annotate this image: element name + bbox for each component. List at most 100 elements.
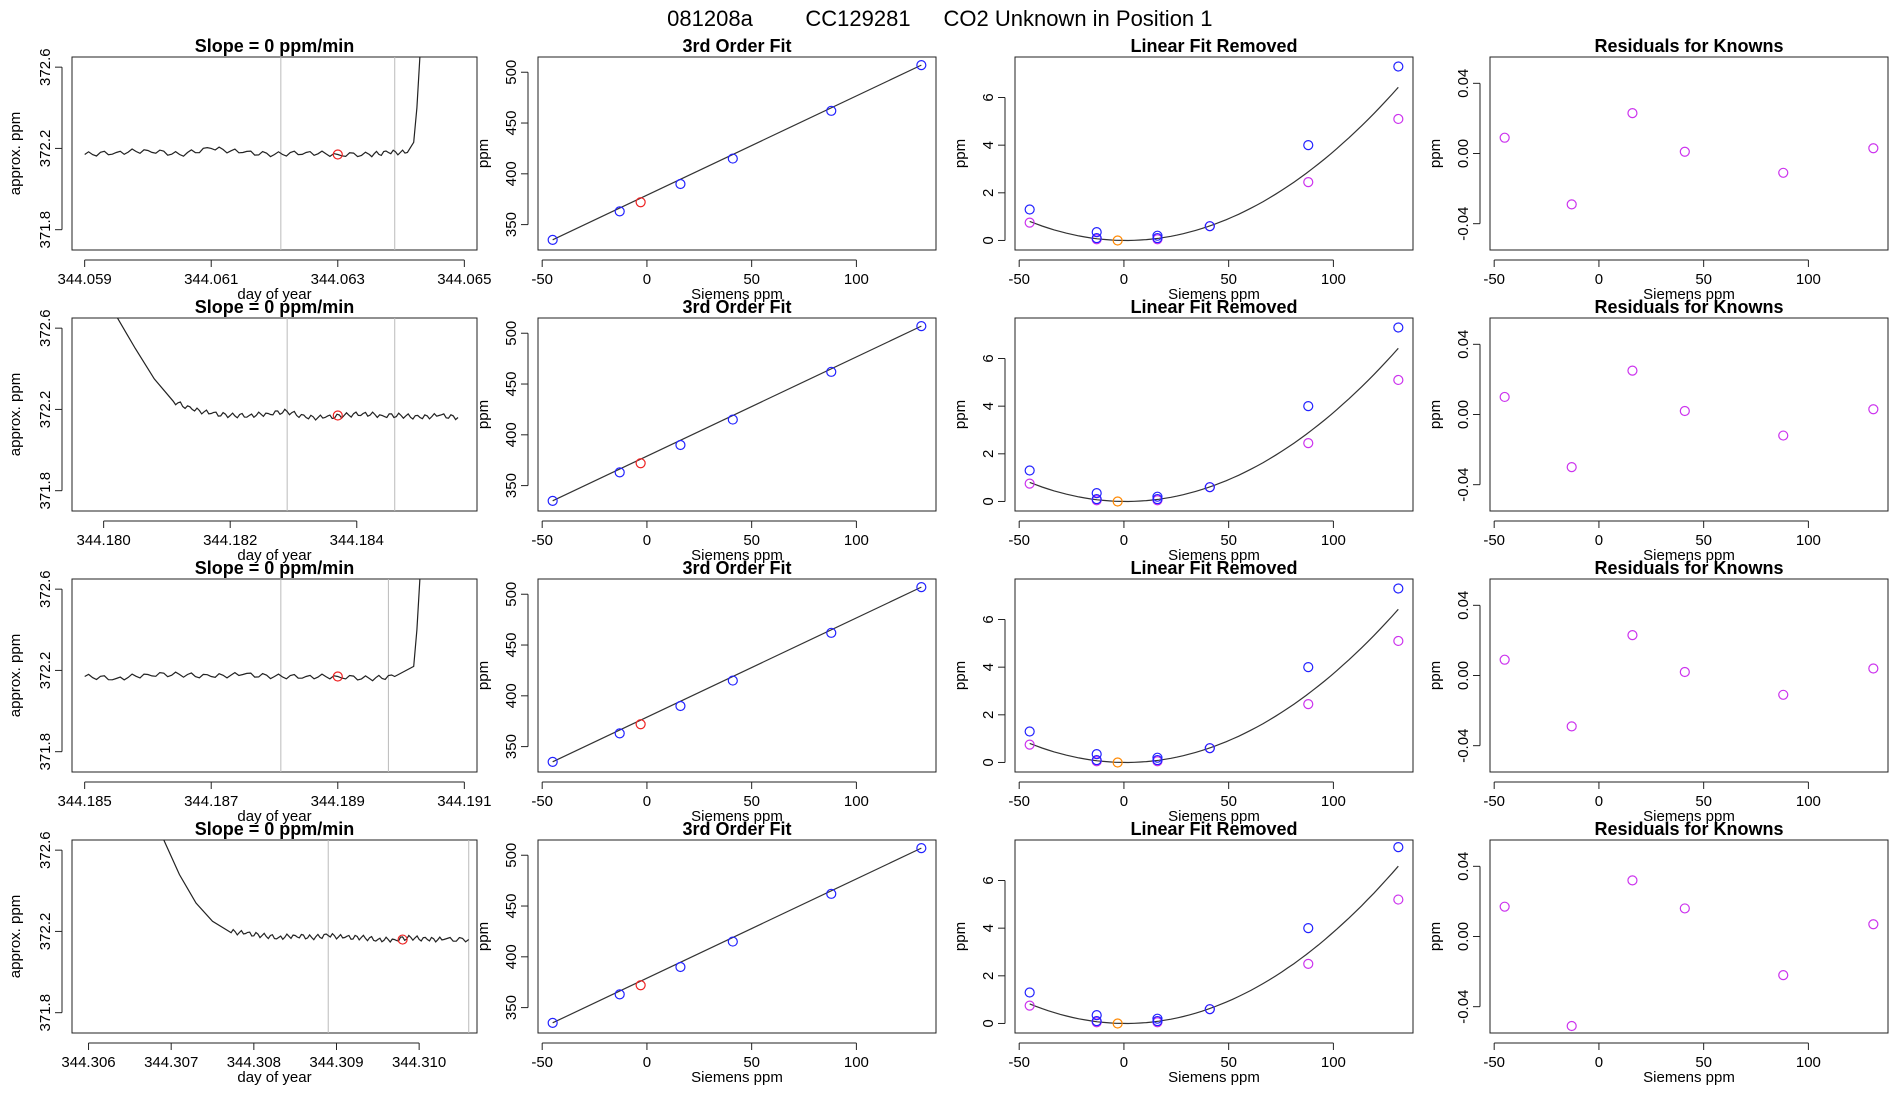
x-tick-label: 50 — [743, 1054, 760, 1071]
known-point — [1303, 923, 1314, 934]
y-tick-label: 372.2 — [37, 391, 54, 429]
y-tick-label: 450 — [503, 111, 520, 136]
fit-curve — [1029, 86, 1399, 242]
known-point — [547, 495, 558, 506]
residual-point — [1627, 108, 1638, 119]
x-tick-label: 50 — [1695, 1054, 1712, 1071]
y-tick-label: 0 — [980, 758, 997, 766]
x-tick-label: 344.307 — [144, 1054, 198, 1071]
y-tick-label: 0 — [980, 497, 997, 505]
known-point — [675, 439, 686, 451]
y-tick-label: 2 — [980, 189, 997, 197]
y-tick-label: 371.8 — [37, 472, 54, 510]
panel-title: 3rd Order Fit — [682, 36, 791, 56]
known-point — [1393, 583, 1404, 594]
known-point — [1204, 221, 1215, 232]
y-tick-label: 0.04 — [1455, 330, 1472, 359]
residual-point — [1499, 654, 1510, 665]
y-tick-label: 371.8 — [37, 733, 54, 771]
y-tick-label: 500 — [503, 321, 520, 346]
y-tick-label: 372.2 — [37, 652, 54, 690]
x-tick-label: -50 — [1483, 1054, 1505, 1071]
x-tick-label: 344.185 — [58, 793, 112, 810]
x-tick-label: 50 — [1220, 271, 1237, 288]
panel-2-2: 3rd Order Fit -50 0 50 100 Siemens ppm 350 400 4… — [475, 297, 937, 564]
known-point — [675, 178, 686, 190]
known-point — [1393, 322, 1404, 333]
plot-frame — [1489, 839, 1889, 1034]
residual-point — [1393, 894, 1404, 905]
residual-point — [1566, 462, 1577, 473]
y-tick-label: 6 — [980, 615, 997, 623]
y-tick-label: 4 — [980, 924, 997, 932]
y-tick-label: 6 — [980, 354, 997, 362]
known-point — [1393, 842, 1404, 853]
trace-line — [163, 840, 470, 943]
x-tick-label: 0 — [643, 532, 651, 549]
panel-2-3: Linear Fit Removed -50 0 50 100 Siemens ppm 0 2… — [952, 297, 1414, 564]
known-point — [614, 989, 625, 1000]
plot-marks — [1499, 875, 1879, 1032]
unknown-point — [1112, 235, 1123, 246]
fit-curve — [1029, 608, 1399, 764]
known-point — [1091, 488, 1102, 499]
known-point — [1024, 987, 1035, 998]
y-tick-label: 450 — [503, 894, 520, 919]
panel-3-3: Linear Fit Removed -50 0 50 100 Siemens ppm 0 2… — [952, 558, 1414, 825]
y-tick-label: 350 — [503, 995, 520, 1020]
panel-title: Linear Fit Removed — [1130, 297, 1297, 317]
panel-title: Residuals for Knowns — [1594, 36, 1783, 56]
plot-marks — [1499, 630, 1879, 732]
x-tick-label: 0 — [1120, 532, 1128, 549]
y-axis-label: ppm — [475, 139, 492, 168]
residual-point — [1627, 875, 1638, 886]
known-point — [1152, 232, 1163, 244]
x-tick-label: 344.189 — [311, 793, 365, 810]
x-tick-label: 50 — [1220, 793, 1237, 810]
panel-2-4: Residuals for Knowns -50 0 50 100 Siemens ppm… — [1427, 297, 1889, 564]
residual-point — [1679, 146, 1690, 157]
plot-frame — [1014, 56, 1414, 251]
x-axis-label: Siemens ppm — [1643, 808, 1735, 825]
residual-point — [1499, 391, 1510, 403]
x-tick-label: 344.182 — [203, 532, 257, 549]
y-tick-label: 371.8 — [37, 994, 54, 1032]
residual-point — [1303, 958, 1314, 970]
y-tick-label: 0.00 — [1455, 400, 1472, 429]
panel-4-4: Residuals for Knowns -50 0 50 100 Siemens ppm… — [1427, 819, 1889, 1086]
x-tick-label: 100 — [1796, 271, 1821, 288]
x-tick-label: 50 — [1695, 532, 1712, 549]
x-tick-label: 0 — [643, 793, 651, 810]
x-tick-label: 100 — [844, 1054, 869, 1071]
y-tick-label: 400 — [503, 161, 520, 186]
y-tick-label: 400 — [503, 944, 520, 969]
plot-frame — [1014, 317, 1414, 512]
known-point — [1091, 1015, 1102, 1027]
known-point — [1204, 1004, 1215, 1015]
x-tick-label: -50 — [1008, 1054, 1030, 1071]
unknown-marker — [332, 410, 343, 421]
y-tick-label: 371.8 — [37, 211, 54, 249]
x-tick-label: 0 — [1120, 271, 1128, 288]
x-axis-label: day of year — [237, 286, 311, 303]
plot-marks — [1024, 61, 1404, 246]
y-tick-label: 350 — [503, 473, 520, 498]
plot-marks — [1024, 322, 1404, 507]
panel-4-2: 3rd Order Fit -50 0 50 100 Siemens ppm 350 400 4… — [475, 819, 937, 1086]
residual-point — [1627, 630, 1638, 641]
known-point — [1091, 493, 1102, 505]
fit-curve — [1029, 865, 1399, 1025]
known-point — [916, 60, 927, 71]
residual-point — [1303, 176, 1314, 188]
residual-point — [1024, 1000, 1035, 1011]
x-tick-label: 344.191 — [437, 793, 491, 810]
residual-point — [1679, 903, 1690, 914]
fit-line — [552, 64, 922, 241]
x-tick-label: 100 — [1321, 532, 1346, 549]
known-point — [1152, 1015, 1163, 1027]
known-point — [614, 728, 625, 739]
x-tick-label: 0 — [1595, 532, 1603, 549]
y-tick-label: 450 — [503, 633, 520, 658]
panel-3-2: 3rd Order Fit -50 0 50 100 Siemens ppm 350 400 4… — [475, 558, 937, 825]
